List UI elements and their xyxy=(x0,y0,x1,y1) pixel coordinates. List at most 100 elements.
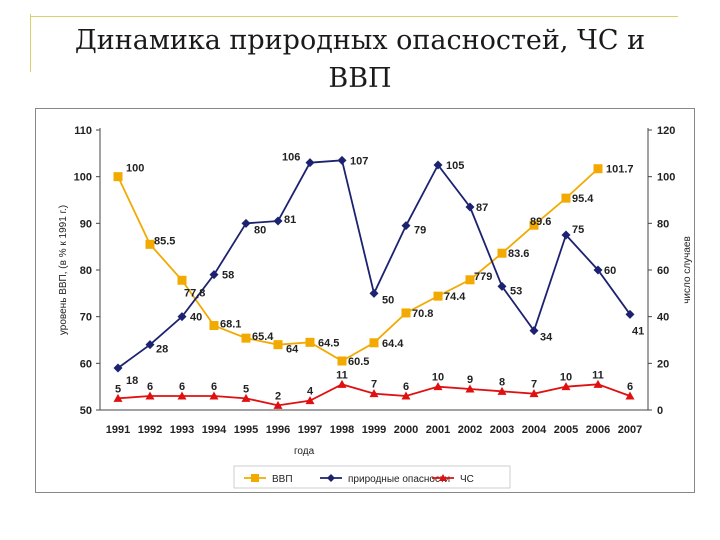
data-label: 18 xyxy=(126,375,138,387)
gdp-marker xyxy=(369,338,379,348)
data-label: 60.5 xyxy=(348,356,369,368)
emergencies-marker xyxy=(625,391,635,400)
y-tick-label-right: 80 xyxy=(657,218,669,230)
emergencies-marker xyxy=(369,389,379,398)
data-label: 10 xyxy=(560,372,572,384)
legend-emergencies-marker xyxy=(439,474,447,481)
gdp-marker xyxy=(593,164,603,174)
gdp-marker xyxy=(433,291,443,301)
legend-box xyxy=(233,465,511,489)
hazards-marker xyxy=(465,202,475,212)
data-label: 2 xyxy=(275,390,281,402)
data-label: 7 xyxy=(531,379,537,391)
data-label: 6 xyxy=(211,381,217,393)
series-line-2 xyxy=(117,159,631,369)
data-label: 5 xyxy=(243,383,249,395)
data-label: 77,8 xyxy=(184,287,205,299)
hazards-marker xyxy=(177,312,187,322)
gdp-marker xyxy=(145,239,155,249)
hazards-marker xyxy=(433,160,443,170)
data-label: 60 xyxy=(604,265,616,277)
data-label: 50 xyxy=(382,294,394,306)
data-label: 11 xyxy=(592,369,604,381)
y-tick-label-right: 20 xyxy=(657,358,669,370)
data-label: 65.4 xyxy=(252,331,274,343)
x-tick-label: 2000 xyxy=(394,424,418,436)
data-label: 81 xyxy=(284,214,296,226)
y-tick-label-left: 110 xyxy=(74,125,92,137)
emergencies-marker xyxy=(433,382,443,391)
legend-hazards-marker xyxy=(327,474,335,482)
y-tick-label-right: 0 xyxy=(657,405,663,417)
data-label: 87 xyxy=(476,202,488,214)
data-label: 8 xyxy=(499,376,505,388)
emergencies-marker xyxy=(145,391,155,400)
x-tick-label: 2007 xyxy=(618,424,642,436)
y-tick-label-right: 60 xyxy=(657,265,669,277)
x-tick-label: 2003 xyxy=(490,424,514,436)
gdp-marker xyxy=(305,337,315,347)
hazards-marker xyxy=(529,326,539,336)
hazards-marker xyxy=(497,281,507,291)
data-label: 4 xyxy=(307,386,314,398)
data-label: 11 xyxy=(336,369,348,381)
emergencies-marker xyxy=(209,391,219,400)
legend: ВВП природные опасности ЧС xyxy=(233,465,511,489)
data-label: 68.1 xyxy=(220,319,241,331)
gdp-marker xyxy=(273,340,283,350)
y-tick-label-left: 80 xyxy=(80,265,92,277)
data-label: 7 xyxy=(371,379,377,391)
gdp-marker xyxy=(209,321,219,331)
emergencies-marker xyxy=(273,400,283,409)
emergencies-marker xyxy=(113,393,123,402)
legend-label: природные опасности xyxy=(348,474,450,485)
y-axis-left-title: уровень ВВП, (в % к 1991 г.) xyxy=(58,205,69,335)
emergencies-marker xyxy=(465,384,475,393)
emergencies-marker xyxy=(497,386,507,395)
data-label: 6 xyxy=(627,381,633,393)
x-tick-label: 2005 xyxy=(554,424,578,436)
gdp-marker xyxy=(337,356,347,366)
x-tick-label: 1996 xyxy=(266,424,290,436)
x-tick-label: 2004 xyxy=(522,424,547,436)
x-tick-label: 2002 xyxy=(458,424,482,436)
data-label: 101.7 xyxy=(606,164,634,176)
series-line-1 xyxy=(117,168,599,363)
legend-label: ВВП xyxy=(272,474,293,485)
gdp-marker xyxy=(529,220,539,230)
x-tick-label: 1997 xyxy=(298,424,322,436)
data-label: 95.4 xyxy=(572,193,594,205)
emergencies-marker xyxy=(337,379,347,388)
data-label: 80 xyxy=(254,224,266,236)
data-label: 9 xyxy=(467,374,473,386)
data-label: 6 xyxy=(147,381,153,393)
data-label: 70.8 xyxy=(412,308,433,320)
y-tick-label-right: 100 xyxy=(657,172,675,184)
data-labels-layer: 10085.577,868.165.46464.560.564.470.874.… xyxy=(115,152,644,403)
data-label: 779 xyxy=(474,271,492,283)
x-tick-label: 1995 xyxy=(234,424,258,436)
legend-label: ЧС xyxy=(460,474,474,485)
gdp-marker xyxy=(561,193,571,203)
series-layer xyxy=(113,155,635,409)
x-tick-label: 1991 xyxy=(106,424,130,436)
data-label: 58 xyxy=(222,270,234,282)
gdp-marker xyxy=(113,172,123,182)
data-label: 41 xyxy=(632,325,644,337)
y-tick-label-left: 60 xyxy=(80,358,92,370)
title-accent-horizontal-line xyxy=(30,16,678,17)
hazards-marker xyxy=(305,158,315,168)
x-tick-label: 1993 xyxy=(170,424,194,436)
gdp-marker xyxy=(401,308,411,318)
x-tick-label: 1994 xyxy=(202,424,227,436)
data-label: 64.5 xyxy=(318,337,339,349)
axes-layer: 50 60 70 80 90 100 110 0 20 40 60 80 100 120 1991 1992 1… xyxy=(58,125,693,457)
hazards-marker xyxy=(337,155,347,165)
title-accent-vertical-line xyxy=(30,14,31,72)
data-label: 53 xyxy=(510,285,522,297)
emergencies-marker xyxy=(401,391,411,400)
emergencies-marker xyxy=(593,379,603,388)
y-tick-label-left: 50 xyxy=(80,405,92,417)
emergencies-marker xyxy=(529,389,539,398)
x-axis-title: года xyxy=(294,446,315,457)
